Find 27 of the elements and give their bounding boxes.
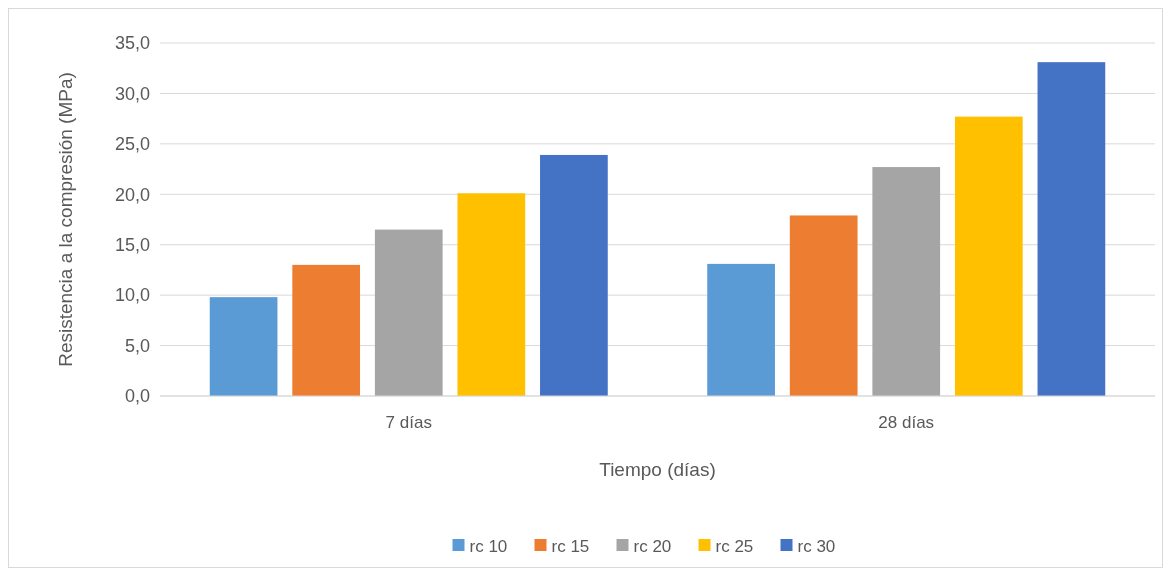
y-tick-label: 15,0 — [114, 235, 150, 256]
bar — [1037, 62, 1106, 396]
x-axis-title: Tiempo (días) — [599, 459, 716, 480]
bar — [707, 263, 775, 396]
bar — [457, 193, 526, 396]
y-tick-label: 35,0 — [114, 33, 150, 54]
bar — [209, 297, 278, 396]
legend-label: rc 20 — [633, 536, 672, 556]
bar — [954, 116, 1023, 396]
y-tick-label: 0,0 — [124, 386, 150, 407]
y-tick-label: 25,0 — [114, 134, 150, 155]
bar — [872, 167, 941, 396]
bar — [789, 215, 858, 396]
bar — [540, 154, 608, 396]
legend-label: rc 15 — [551, 536, 590, 556]
y-axis-title: Resistencia a la compresión (MPa) — [55, 72, 76, 367]
bar — [374, 229, 443, 396]
x-tick-label: 7 días — [385, 413, 432, 432]
legend-label: rc 25 — [715, 536, 754, 556]
legend-label: rc 30 — [797, 536, 836, 556]
y-tick-label: 30,0 — [114, 83, 150, 104]
y-tick-label: 20,0 — [114, 184, 150, 205]
bar — [292, 264, 361, 396]
legend-label: rc 10 — [469, 536, 508, 556]
y-tick-label: 5,0 — [124, 335, 150, 356]
x-tick-label: 28 días — [878, 413, 935, 432]
y-tick-label: 10,0 — [114, 285, 150, 306]
